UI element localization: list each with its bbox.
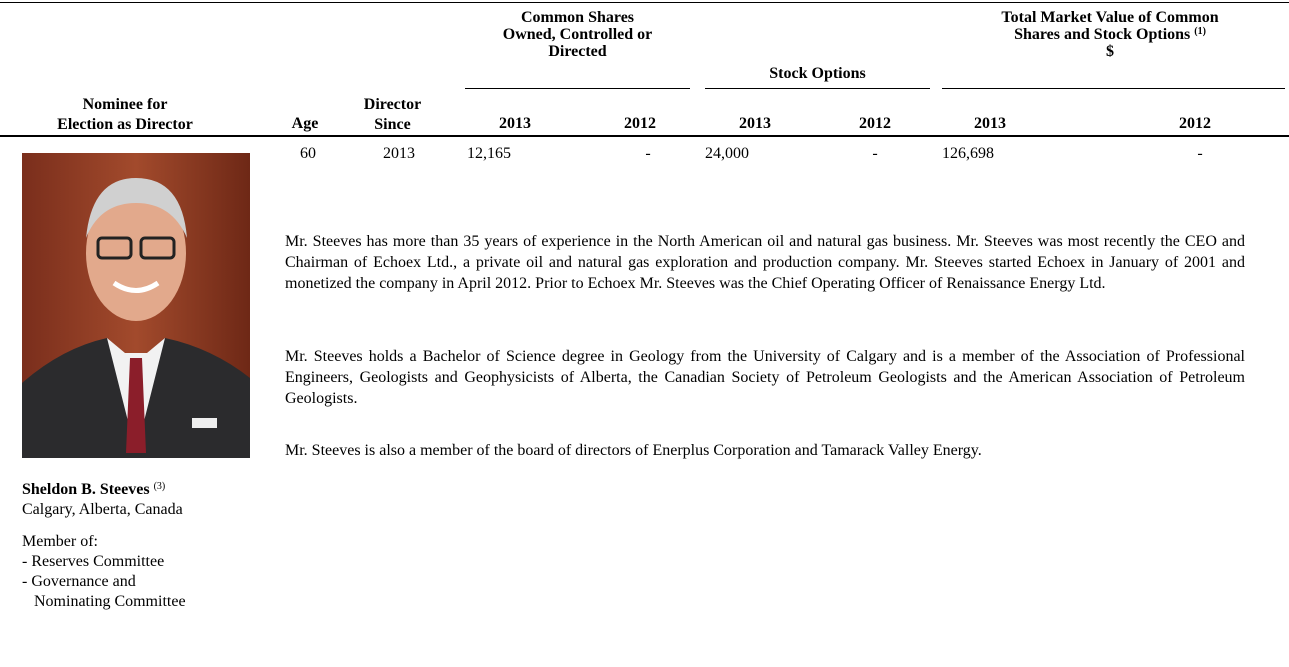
paragraph: Mr. Steeves is also a member of the boar… (285, 442, 982, 459)
group-rule (465, 88, 690, 89)
year-header: 2012 (1179, 115, 1211, 132)
header-nominee: Nominee for Election as Director (0, 95, 250, 135)
year-header: 2013 (974, 115, 1006, 132)
committee: Nominating Committee (34, 593, 186, 610)
paragraph: Mr. Steeves has more than 35 years of ex… (285, 233, 1245, 292)
header-line: Since (374, 116, 411, 133)
footnote: (3) (153, 481, 166, 492)
committee: - Governance and (22, 573, 136, 590)
group-rule (705, 88, 930, 89)
value: 126,698 (942, 145, 994, 162)
director-since: 2013 (383, 145, 415, 162)
header-line: Director (363, 96, 422, 113)
year-header: 2013 (499, 115, 531, 132)
year-header: 2012 (859, 115, 891, 132)
header-line: Owned, Controlled or (502, 26, 653, 43)
value: - (645, 145, 651, 162)
header-common: Common Shares Owned, Controlled or Direc… (440, 9, 715, 60)
header-line: Common Shares (520, 9, 635, 26)
committee: - Reserves Committee (22, 553, 165, 570)
header-line: Total Market Value of Common (1001, 9, 1219, 26)
header-line: Election as Director (57, 116, 193, 133)
header-line: Shares and Stock Options (1) (950, 26, 1270, 43)
header-rule (0, 135, 1289, 137)
year-header: 2012 (624, 115, 656, 132)
header-since: Director Since (350, 95, 435, 135)
photo (22, 153, 250, 458)
value: 12,165 (467, 145, 511, 162)
value: - (1197, 145, 1203, 162)
age: 60 (300, 145, 316, 162)
header-options: Stock Options (769, 65, 866, 82)
paragraph: Mr. Steeves holds a Bachelor of Science … (285, 348, 1245, 407)
value: 24,000 (705, 145, 749, 162)
header-line: $ (1106, 43, 1114, 60)
footnote: (1) (1194, 26, 1206, 37)
header-text: Shares and Stock Options (1014, 26, 1191, 43)
year-header: 2013 (739, 115, 771, 132)
header-line: Nominee for (82, 96, 168, 113)
group-rule (942, 88, 1285, 89)
header-market: Total Market Value of Common Shares and … (950, 9, 1270, 60)
nominee-name-line: Sheldon B. Steeves (3) (22, 481, 165, 498)
header-line: Directed (548, 43, 607, 60)
header-age: Age (291, 115, 319, 132)
member-of: Member of: (22, 533, 98, 550)
nominee-name: Sheldon B. Steeves (22, 481, 150, 498)
value: - (872, 145, 878, 162)
location: Calgary, Alberta, Canada (22, 501, 183, 518)
top-rule (0, 2, 1289, 3)
